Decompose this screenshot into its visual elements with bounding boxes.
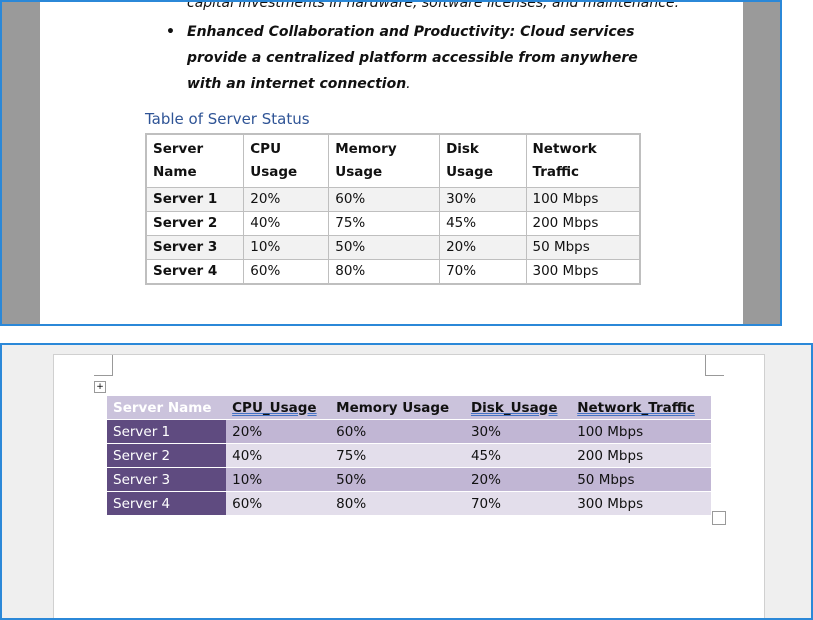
bullet-item: Enhanced Collaboration and Productivity:… [166, 19, 647, 97]
text-line: capital investments in hardware, softwar… [187, 0, 680, 11]
table-cell: 100 Mbps [571, 419, 711, 444]
header-text: Network Traffic [532, 141, 597, 180]
header-cell: Memory Usage [330, 396, 465, 420]
header-cell: Network_Traffic [571, 396, 711, 420]
table-cell: 45% [464, 443, 572, 468]
server-table: Server Name CPU Usage Memory Usage Disk Usa… [145, 133, 641, 285]
table-cell: 20% [243, 187, 330, 212]
header-text: Server Name [113, 399, 212, 416]
header-text: CPU Usage [250, 141, 298, 180]
table-cell: 40% [243, 211, 330, 236]
table-cell: Server 3 [107, 467, 227, 492]
table-cell: 50% [330, 467, 465, 492]
bullet-tail: . [406, 76, 411, 92]
table-cell: 300 Mbps [525, 259, 641, 285]
header-text: Network_Traffic [577, 399, 695, 416]
table-cell: 200 Mbps [525, 211, 641, 236]
table-cell: 70% [464, 491, 572, 516]
table-cell: 80% [328, 259, 441, 285]
table-cell: Server 1 [145, 187, 245, 212]
header-cell: Disk Usage [439, 133, 527, 188]
header-text: Disk Usage [446, 141, 493, 180]
table-row: Server 2 40% 75% 45% 200 Mbps [107, 443, 711, 468]
table-cell: Server 2 [145, 211, 245, 236]
table-cell: 60% [330, 419, 465, 444]
header-text: Disk_Usage [470, 399, 558, 416]
table-cell: 40% [226, 443, 331, 468]
table-cell: 20% [439, 235, 527, 260]
table-cell: 20% [226, 419, 331, 444]
table-cell: 50% [328, 235, 441, 260]
table-cell: 30% [464, 419, 572, 444]
table-cell: 45% [439, 211, 527, 236]
bottom-view: + Server Name CPU_Usage Memory Usage Disk_U… [0, 343, 813, 620]
table-cell: 70% [439, 259, 527, 285]
header-cell: Server Name [107, 396, 227, 420]
header-cell: CPU_Usage [226, 396, 331, 420]
table-cell: 60% [328, 187, 441, 212]
table-resize-handle[interactable] [712, 511, 726, 525]
header-cell: Server Name [145, 133, 245, 188]
header-text: Memory Usage [336, 399, 450, 416]
header-row: Server Name CPU Usage Memory Usage Disk Usa… [145, 133, 641, 188]
table-cell: 50 Mbps [525, 235, 641, 260]
styled-server-table: Server Name CPU_Usage Memory Usage Disk_Usa… [107, 396, 711, 516]
table-row: Server 1 20% 60% 30% 100 Mbps [145, 187, 641, 212]
table-cell: 60% [243, 259, 330, 285]
table-cell: Server 4 [107, 491, 227, 516]
table-row: Server 4 60% 80% 70% 300 Mbps [145, 259, 641, 285]
header-cell: CPU Usage [243, 133, 330, 188]
document-page: + Server Name CPU_Usage Memory Usage Disk_U… [53, 354, 765, 618]
table-cell: 80% [330, 491, 465, 516]
table-row: Server 4 60% 80% 70% 300 Mbps [107, 491, 711, 516]
bullet-text: Enhanced Collaboration and Productivity:… [187, 24, 638, 92]
header-cell: Disk_Usage [464, 396, 572, 420]
document-page: capital investments in hardware, softwar… [40, 0, 743, 324]
table-row: Server 1 20% 60% 30% 100 Mbps [107, 419, 711, 444]
table-cell: Server 3 [145, 235, 245, 260]
table-cell: 10% [243, 235, 330, 260]
table-cell: 75% [330, 443, 465, 468]
header-cell: Network Traffic [525, 133, 641, 188]
table-cell: 60% [226, 491, 331, 516]
margin-mark [94, 355, 113, 376]
table-title: Table of Server Status [145, 110, 310, 128]
table-cell: 30% [439, 187, 527, 212]
table-cell: 50 Mbps [571, 467, 711, 492]
header-text: CPU_Usage [232, 399, 317, 416]
table-row: Server 3 10% 50% 20% 50 Mbps [145, 235, 641, 260]
table-cell: Server 1 [107, 419, 227, 444]
table-cell: 75% [328, 211, 441, 236]
margin-mark [705, 355, 724, 376]
table-cell: 100 Mbps [525, 187, 641, 212]
header-text: Memory Usage [335, 141, 397, 180]
table-cell: 10% [226, 467, 331, 492]
header-text: Server Name [153, 141, 204, 180]
top-view: capital investments in hardware, softwar… [0, 0, 782, 326]
table-move-handle[interactable]: + [94, 381, 106, 393]
table-cell: Server 4 [145, 259, 245, 285]
table-row: Server 2 40% 75% 45% 200 Mbps [145, 211, 641, 236]
table-cell: Server 2 [107, 443, 227, 468]
header-cell: Memory Usage [328, 133, 441, 188]
header-row: Server Name CPU_Usage Memory Usage Disk_Usa… [107, 396, 711, 420]
table-cell: 20% [464, 467, 572, 492]
table-cell: 300 Mbps [571, 491, 711, 516]
table-cell: 200 Mbps [571, 443, 711, 468]
table-row: Server 3 10% 50% 20% 50 Mbps [107, 467, 711, 492]
